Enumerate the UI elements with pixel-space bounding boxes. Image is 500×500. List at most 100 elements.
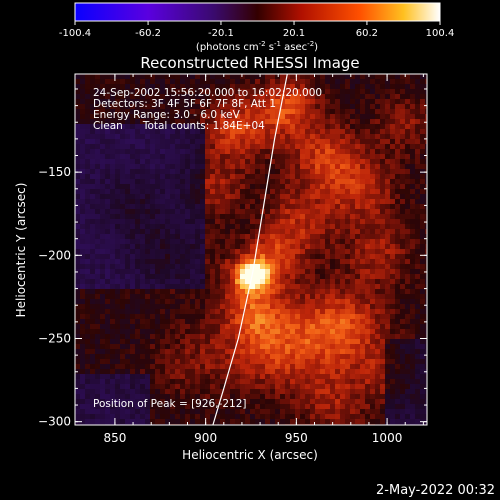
heatmap-cell: [210, 394, 216, 400]
heatmap-cell: [305, 249, 311, 255]
heatmap-cell: [190, 274, 196, 280]
heatmap-cell: [125, 99, 131, 105]
heatmap-cell: [220, 239, 226, 245]
heatmap-cell: [100, 159, 106, 165]
heatmap-cell: [405, 219, 411, 225]
heatmap-cell: [115, 379, 121, 385]
heatmap-cell: [135, 239, 141, 245]
heatmap-cell: [95, 399, 101, 405]
heatmap-cell: [365, 159, 371, 165]
heatmap-cell: [205, 119, 211, 125]
heatmap-cell: [235, 214, 241, 220]
heatmap-cell: [210, 414, 216, 420]
heatmap-cell: [145, 309, 151, 315]
heatmap-cell: [330, 304, 336, 310]
heatmap-cell: [395, 229, 401, 235]
heatmap-cell: [305, 189, 311, 195]
heatmap-cell: [155, 159, 161, 165]
heatmap-cell: [75, 364, 81, 370]
heatmap-cell: [370, 184, 376, 190]
heatmap-cell: [275, 219, 281, 225]
heatmap-cell: [250, 349, 256, 355]
heatmap-cell: [105, 109, 111, 115]
heatmap-cell: [225, 299, 231, 305]
heatmap-cell: [105, 294, 111, 300]
heatmap-cell: [75, 414, 81, 420]
heatmap-cell: [270, 369, 276, 375]
heatmap-cell: [200, 239, 206, 245]
heatmap-cell: [195, 119, 201, 125]
heatmap-cell: [150, 149, 156, 155]
heatmap-cell: [405, 349, 411, 355]
heatmap-cell: [160, 324, 166, 330]
heatmap-cell: [195, 304, 201, 310]
heatmap-cell: [370, 364, 376, 370]
heatmap-cell: [290, 149, 296, 155]
heatmap-cell: [225, 274, 231, 280]
heatmap-cell: [100, 269, 106, 275]
heatmap-cell: [290, 94, 296, 100]
heatmap-cell: [245, 334, 251, 340]
heatmap-cell: [365, 164, 371, 170]
heatmap-cell: [265, 104, 271, 110]
heatmap-cell: [85, 234, 91, 240]
heatmap-cell: [295, 374, 301, 380]
heatmap-cell: [110, 219, 116, 225]
heatmap-cell: [205, 344, 211, 350]
heatmap-cell: [165, 419, 171, 425]
heatmap-cell: [260, 79, 266, 85]
heatmap-cell: [190, 289, 196, 295]
heatmap-cell: [300, 339, 306, 345]
heatmap-cell: [130, 309, 136, 315]
heatmap-cell: [385, 104, 391, 110]
heatmap-cell: [300, 204, 306, 210]
heatmap-cell: [345, 164, 351, 170]
heatmap-cell: [165, 174, 171, 180]
heatmap-cell: [395, 279, 401, 285]
heatmap-cell: [270, 294, 276, 300]
heatmap-cell: [390, 134, 396, 140]
heatmap-cell: [405, 99, 411, 105]
heatmap-cell: [250, 94, 256, 100]
heatmap-cell: [350, 219, 356, 225]
heatmap-cell: [410, 369, 416, 375]
heatmap-cell: [250, 184, 256, 190]
heatmap-cell: [345, 399, 351, 405]
heatmap-cell: [190, 209, 196, 215]
heatmap-cell: [140, 304, 146, 310]
heatmap-cell: [245, 214, 251, 220]
heatmap-cell: [385, 379, 391, 385]
heatmap-cell: [260, 409, 266, 415]
heatmap-cell: [110, 174, 116, 180]
heatmap-cell: [175, 219, 181, 225]
heatmap-cell: [400, 309, 406, 315]
heatmap-cell: [180, 294, 186, 300]
heatmap-cell: [400, 349, 406, 355]
heatmap-cell: [110, 354, 116, 360]
heatmap-cell: [355, 419, 361, 425]
heatmap-cell: [95, 259, 101, 265]
heatmap-cell: [95, 114, 101, 120]
heatmap-cell: [330, 419, 336, 425]
heatmap-cell: [100, 414, 106, 420]
heatmap-cell: [350, 394, 356, 400]
heatmap-cell: [200, 214, 206, 220]
heatmap-cell: [160, 349, 166, 355]
heatmap-cell: [250, 144, 256, 150]
heatmap-cell: [385, 229, 391, 235]
heatmap-cell: [375, 289, 381, 295]
heatmap-cell: [175, 399, 181, 405]
heatmap-cell: [175, 189, 181, 195]
heatmap-cell: [75, 329, 81, 335]
heatmap-cell: [215, 404, 221, 410]
heatmap-cell: [210, 359, 216, 365]
heatmap-cell: [395, 404, 401, 410]
heatmap-cell: [385, 264, 391, 270]
heatmap-cell: [260, 139, 266, 145]
heatmap-cell: [355, 289, 361, 295]
heatmap-cell: [355, 344, 361, 350]
heatmap-cell: [235, 164, 241, 170]
heatmap-cell: [400, 164, 406, 170]
heatmap-cell: [145, 414, 151, 420]
heatmap-cell: [115, 194, 121, 200]
